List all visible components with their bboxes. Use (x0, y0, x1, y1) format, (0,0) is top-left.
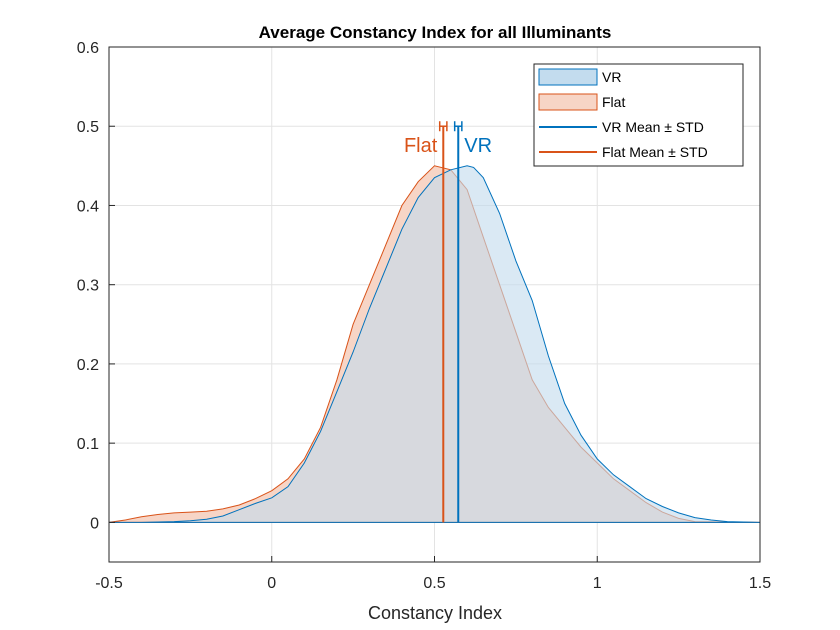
flat-annotation: Flat (404, 135, 438, 157)
x-axis: -0.5 0 0.5 1 1.5 (95, 556, 771, 592)
legend-label: VR (602, 69, 621, 85)
y-tick-label: 0 (90, 515, 99, 532)
vr-annotation: VR (464, 135, 492, 157)
x-tick-label: 0.5 (423, 575, 445, 592)
legend: VR Flat VR Mean ± STD Flat Mean ± STD (533, 63, 744, 167)
legend-label: VR Mean ± STD (602, 119, 704, 135)
y-tick-label: 0.4 (77, 198, 99, 215)
x-tick-label: 1.5 (749, 575, 771, 592)
chart-title: Average Constancy Index for all Illumina… (259, 23, 612, 42)
legend-label: Flat (602, 94, 625, 110)
x-tick-label: 0 (267, 575, 276, 592)
y-tick-label: 0.3 (77, 278, 99, 295)
legend-label: Flat Mean ± STD (602, 144, 708, 160)
x-tick-label: -0.5 (95, 575, 123, 592)
y-axis: 0 0.1 0.2 0.3 0.4 0.5 0.6 (77, 40, 115, 532)
y-tick-label: 0.5 (77, 119, 99, 136)
x-axis-label: Constancy Index (368, 603, 502, 623)
y-tick-label: 0.2 (77, 357, 99, 374)
x-tick-label: 1 (593, 575, 602, 592)
y-tick-label: 0.1 (77, 436, 99, 453)
legend-swatch-1 (538, 93, 598, 111)
mean-lines (438, 121, 463, 523)
legend-swatch-0 (538, 68, 598, 86)
y-tick-label: 0.6 (77, 40, 99, 57)
annotations: Flat VR (404, 135, 492, 157)
